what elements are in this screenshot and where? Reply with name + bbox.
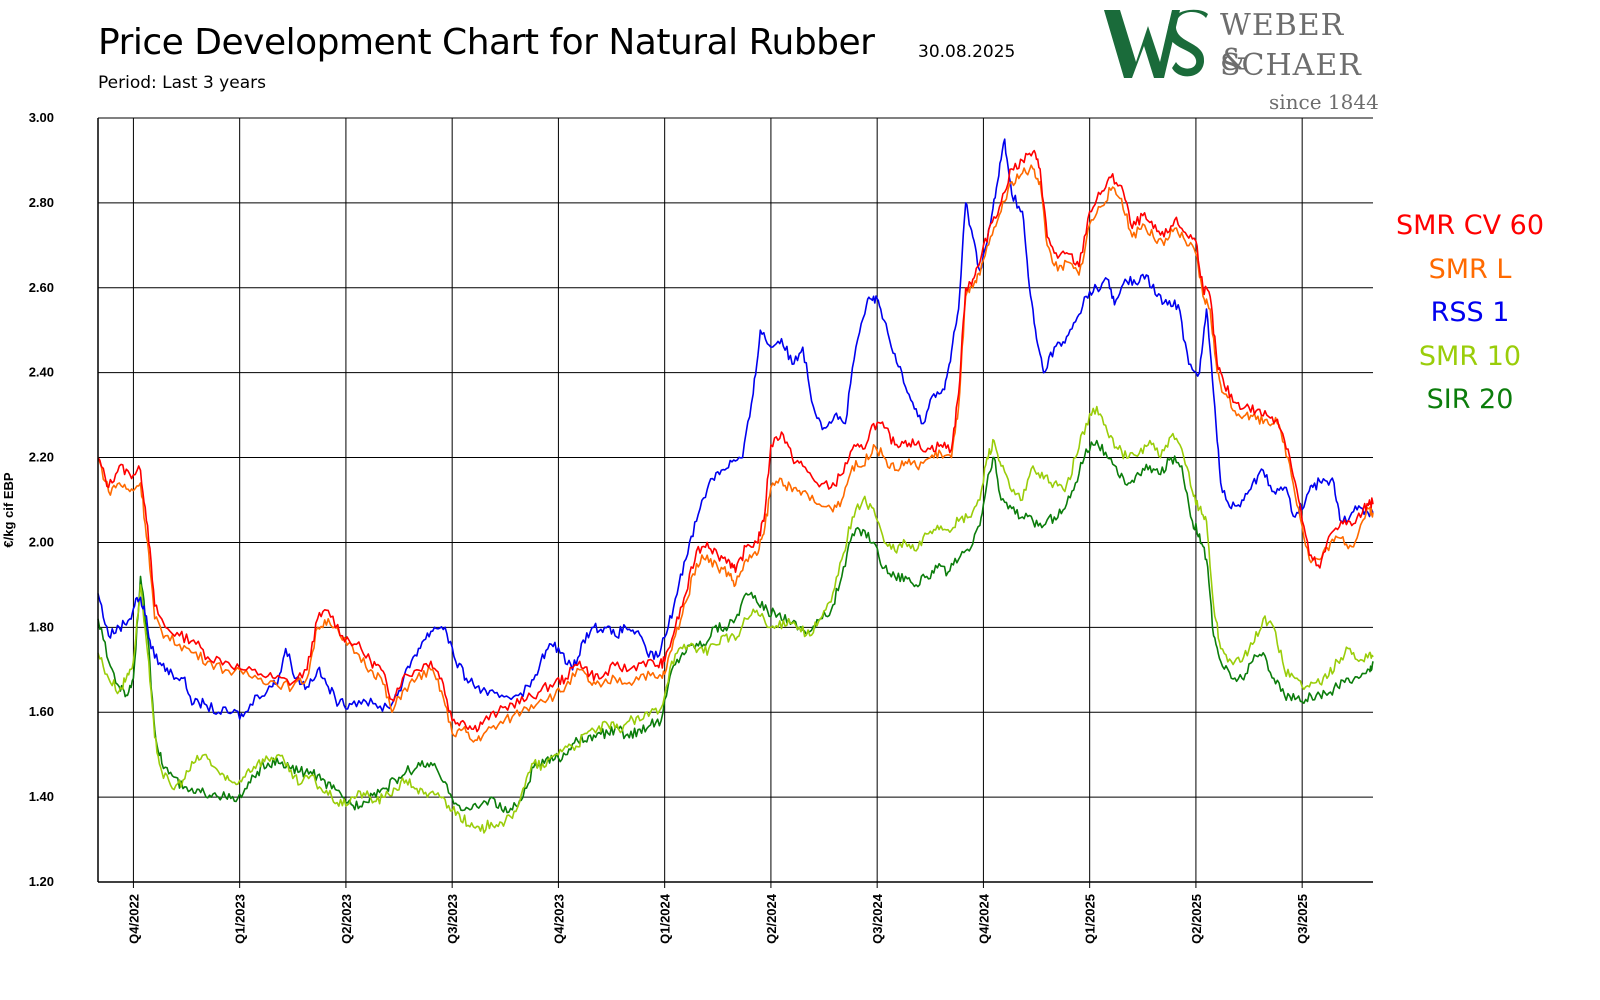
legend-item-rss-1: RSS 1 <box>1430 297 1510 328</box>
series-line-smr-cv-60 <box>97 149 1374 733</box>
chart-title: Price Development Chart for Natural Rubb… <box>98 22 875 63</box>
y-tick-label: 2.40 <box>29 365 54 380</box>
weber-schaer-logo: WEBER & SCHAER since 1844 <box>1102 6 1382 116</box>
x-tick-label: Q3/2024 <box>870 893 885 944</box>
y-tick-label: 2.80 <box>29 195 54 210</box>
chart-date: 30.08.2025 <box>918 42 1016 62</box>
series-line-smr-l <box>97 164 1374 743</box>
x-tick-label: Q1/2025 <box>1083 894 1098 944</box>
y-tick-label: 2.00 <box>29 534 54 549</box>
logo-line1: WEBER & <box>1220 8 1345 78</box>
x-tick-label: Q4/2022 <box>126 894 141 944</box>
chart-legend: SMR CV 60 SMR L RSS 1 SMR 10 SIR 20 <box>1390 210 1590 428</box>
legend-item-smr-cv-60: SMR CV 60 <box>1395 210 1545 241</box>
logo-line2: SCHAER <box>1220 48 1362 83</box>
y-tick-label: 3.00 <box>29 110 54 125</box>
x-tick-label: Q1/2024 <box>658 893 673 944</box>
logo-since: since 1844 <box>1269 90 1379 114</box>
y-tick-label: 1.40 <box>29 789 54 804</box>
y-tick-label: 1.60 <box>29 704 54 719</box>
x-tick-labels: Q4/2022 Q1/2023 Q2/2023 Q3/2023 Q4/2023 Q1/20… <box>126 893 1310 944</box>
series-line-rss-1 <box>97 138 1374 720</box>
legend-item-smr-10: SMR 10 <box>1418 340 1522 372</box>
y-tick-label: 1.80 <box>29 619 54 634</box>
y-tick-label: 2.60 <box>29 280 54 295</box>
x-tick-label: Q2/2024 <box>764 893 779 944</box>
y-tick-label: 2.20 <box>29 450 54 465</box>
series-line-sir-20 <box>97 439 1374 814</box>
y-tick-label: 1.20 <box>29 874 54 889</box>
x-tick-label: Q1/2023 <box>233 894 248 944</box>
x-tick-label: Q3/2023 <box>445 894 460 944</box>
legend-item-sir-20: SIR 20 <box>1426 384 1514 415</box>
chart-subtitle: Period: Last 3 years <box>98 73 266 93</box>
x-tick-label: Q4/2023 <box>551 894 566 944</box>
chart-series <box>97 138 1374 834</box>
ws-monogram-icon <box>1104 9 1208 78</box>
x-tick-label: Q3/2025 <box>1295 894 1310 944</box>
legend-item-smr-l: SMR L <box>1428 253 1512 285</box>
x-tick-label: Q2/2023 <box>339 894 354 944</box>
series-line-smr-10 <box>97 405 1374 834</box>
y-axis-label: €/kg cif EBP <box>1 472 16 547</box>
chart-axes <box>97 118 1373 888</box>
x-tick-label: Q4/2024 <box>976 893 991 944</box>
y-tick-labels: 1.20 1.40 1.60 1.80 2.00 2.20 2.40 2.60 2.80 3.00 <box>29 110 54 889</box>
x-tick-label: Q2/2025 <box>1189 894 1204 944</box>
